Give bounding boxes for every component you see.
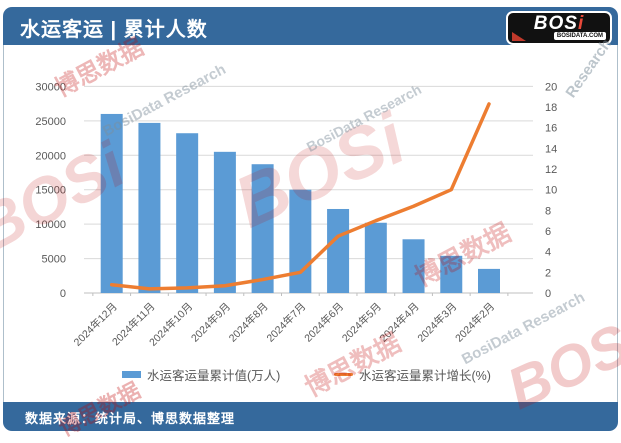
x-axis-label: 2024年9月 [188,300,233,345]
bosi-logo: BOSi BOSIDATA.COM [506,11,612,45]
x-axis-label: 2024年7月 [264,300,309,345]
right-axis-tick: 18 [545,102,557,114]
source-bar: 数据来源：统计局、博思数据整理 [3,402,618,431]
data-source-text: 数据来源：统计局、博思数据整理 [25,411,236,426]
chart-svg: 0 5000 10000 15000 20000 25000 30000 0 2 4 6 8 10 12 1… [35,81,557,348]
bar-2024年12月 [100,113,123,294]
page: 水运客运 | 累计人数 BOSi BOSIDATA.COM 博思数据 BosiD… [0,7,621,442]
bar-2024年10月 [176,133,199,293]
bosi-logo-text: BOSi [533,13,585,34]
x-axis-label: 2024年5月 [339,300,384,345]
left-axis-tick: 10000 [35,219,66,231]
growth-line [109,102,491,291]
left-axis-tick: 30000 [35,81,66,93]
right-axis-tick: 8 [545,205,551,217]
bosi-logo-site: BOSIDATA.COM [553,32,606,40]
legend-line-swatch-icon [334,373,353,376]
bar-2024年7月 [289,189,312,293]
right-axis-tick: 14 [545,143,557,155]
legend-bar-swatch-icon [122,371,141,378]
title-bar: 水运客运 | 累计人数 BOSi BOSIDATA.COM [3,7,618,45]
logo-stripe-icon [512,32,526,41]
x-axis-label: 2024年4月 [377,300,422,345]
x-axis-label: 2024年2月 [452,300,497,345]
bar-2024年6月 [327,208,350,293]
bar-2024年5月 [364,222,387,293]
bar-2024年8月 [251,164,274,293]
bosi-logo-badge: BOSi BOSIDATA.COM [508,13,610,43]
legend-item-bars: 水运客运量累计值(万人) [122,365,280,384]
right-axis-tick: 16 [545,123,557,135]
x-axis-label: 2024年8月 [226,300,271,345]
right-axis-tick: 6 [545,226,551,238]
right-axis-tick: 20 [545,81,557,93]
legend-bars-label: 水运客运量累计值(万人) [147,369,281,383]
chart-legend: 水运客运量累计值(万人) 水运客运量累计增长(%) [0,363,621,383]
left-axis-tick: 20000 [35,150,66,162]
left-axis-tick: 0 [60,288,66,300]
x-axis-label: 2024年3月 [415,300,460,345]
bar-2024年3月 [440,255,463,293]
right-axis-tick: 2 [545,267,551,279]
legend-item-line: 水运客运量累计增长(%) [334,365,491,384]
bar-2024年4月 [402,239,425,293]
right-axis-tick: 12 [545,164,557,176]
bar-2024年2月 [478,268,500,293]
x-axis-label: 2024年6月 [302,300,347,345]
left-axis-tick: 25000 [35,116,66,128]
left-axis-tick: 5000 [42,254,66,266]
right-axis-tick: 4 [545,247,551,259]
bar-2024年9月 [213,151,236,293]
right-axis-tick: 0 [545,288,551,300]
legend-line-label: 水运客运量累计增长(%) [359,369,491,383]
bar-2024年11月 [138,122,161,294]
page-title: 水运客运 | 累计人数 [20,19,208,41]
left-axis-tick: 15000 [35,185,66,197]
right-axis-tick: 10 [545,185,557,197]
